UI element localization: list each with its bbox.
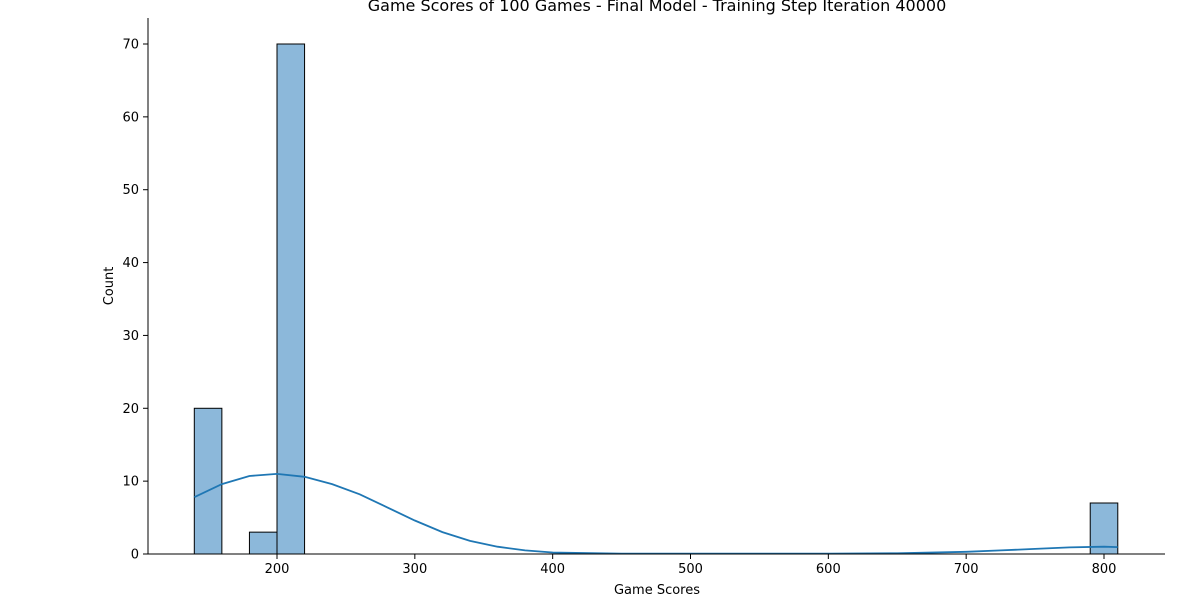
histogram-bar [248,531,278,555]
y-axis-label: Count [102,267,117,306]
histogram-bar [193,407,223,555]
y-ticks: 0 10 20 30 40 50 60 70 [122,38,148,563]
y-tick-label: 40 [122,256,139,271]
x-tick-label: 200 [265,562,290,577]
x-tick-label: 400 [540,562,565,577]
kde-curve [193,472,1118,555]
x-tick-label: 300 [402,562,427,577]
x-tick-label: 800 [1092,562,1117,577]
x-tick-label: 500 [678,562,703,577]
y-tick-label: 60 [122,110,139,125]
y-tick-label: 0 [131,548,139,563]
histogram-bar [276,43,306,555]
bars-layer [193,43,1119,555]
histogram-bar [1089,502,1119,555]
y-tick-label: 50 [122,183,139,198]
x-tick-label: 600 [816,562,841,577]
chart-title: Game Scores of 100 Games - Final Model -… [368,0,947,15]
y-tick-label: 70 [122,38,139,53]
y-tick-label: 20 [122,402,139,417]
y-tick-label: 30 [122,329,139,344]
x-axis-label: Game Scores [614,583,700,598]
x-ticks: 200 300 400 500 600 700 800 [265,554,1117,577]
y-tick-label: 10 [122,475,139,490]
x-tick-label: 700 [954,562,979,577]
